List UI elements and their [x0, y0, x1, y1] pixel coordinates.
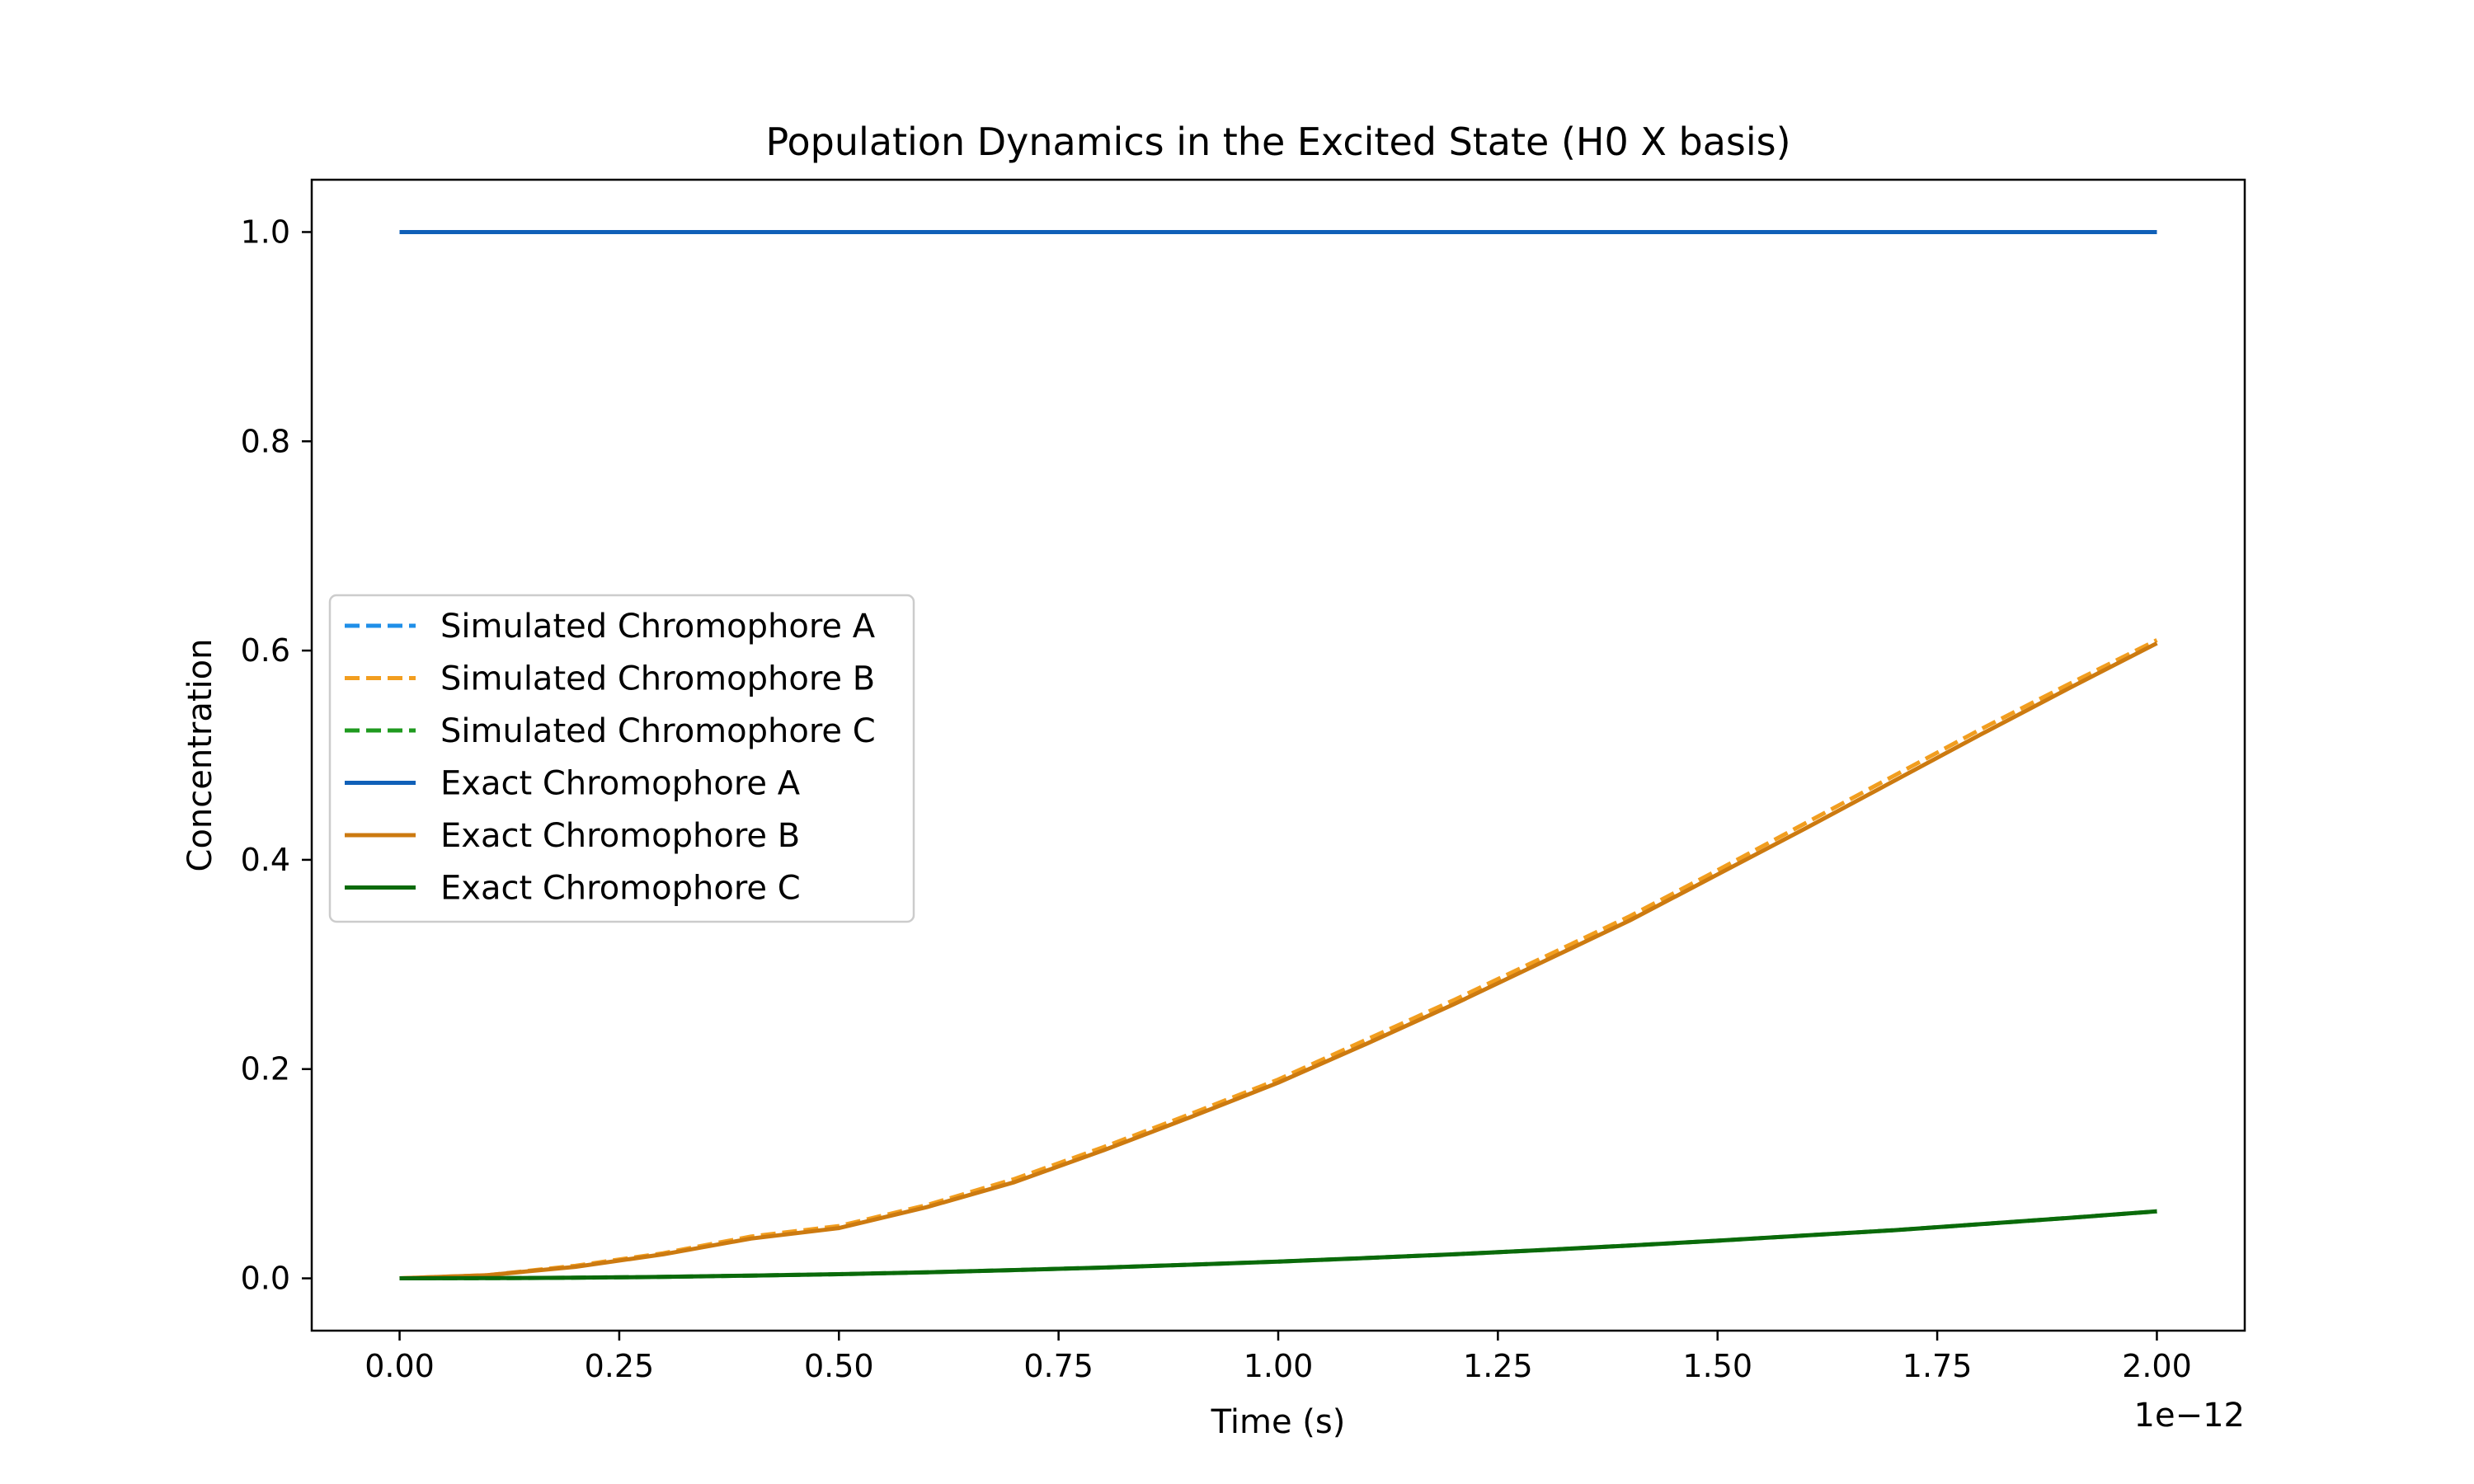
y-tick-label: 0.6	[241, 632, 290, 669]
x-tick-label: 0.50	[804, 1348, 874, 1384]
x-axis: 0.00 0.25 0.50 0.75 1.00 1.25 1.50 1.75 2.00	[365, 1331, 2192, 1384]
x-tick-label: 0.25	[585, 1348, 655, 1384]
x-axis-label: Time (s)	[1211, 1403, 1346, 1441]
plot-lines	[399, 230, 2158, 1280]
legend-label: Exact Chromophore A	[440, 765, 801, 803]
y-axis: 0.0 0.2 0.4 0.6 0.8 1.0	[241, 214, 312, 1297]
legend: Simulated Chromophore A Simulated Chromop…	[328, 594, 915, 923]
x-tick-label: 1.00	[1244, 1348, 1314, 1384]
x-tick-label: 1.50	[1682, 1348, 1752, 1384]
x-tick-label: 1.75	[1903, 1348, 1973, 1384]
legend-label: Simulated Chromophore A	[440, 608, 876, 646]
chart-title: Population Dynamics in the Excited State…	[765, 120, 1790, 164]
y-tick-label: 0.0	[241, 1261, 290, 1297]
y-tick-label: 0.4	[241, 842, 290, 878]
y-tick-label: 0.2	[241, 1051, 290, 1087]
legend-label: Simulated Chromophore B	[440, 660, 875, 698]
y-tick-label: 0.8	[241, 423, 290, 459]
series-line-5	[399, 641, 2158, 1280]
legend-box	[328, 594, 915, 923]
series-line-2	[399, 638, 2158, 1280]
legend-label: Exact Chromophore C	[440, 870, 801, 908]
x-tick-label: 0.00	[365, 1348, 435, 1384]
x-axis-offset-text: 1e−12	[2134, 1397, 2245, 1435]
legend-label: Exact Chromophore B	[440, 817, 800, 855]
x-tick-label: 2.00	[2122, 1348, 2192, 1384]
y-axis-label: Concentration	[181, 639, 219, 872]
x-tick-label: 0.75	[1023, 1348, 1094, 1384]
legend-label: Simulated Chromophore C	[440, 712, 876, 750]
y-tick-label: 1.0	[241, 214, 290, 250]
x-tick-label: 1.25	[1463, 1348, 1533, 1384]
series-line-6	[399, 1209, 2157, 1280]
